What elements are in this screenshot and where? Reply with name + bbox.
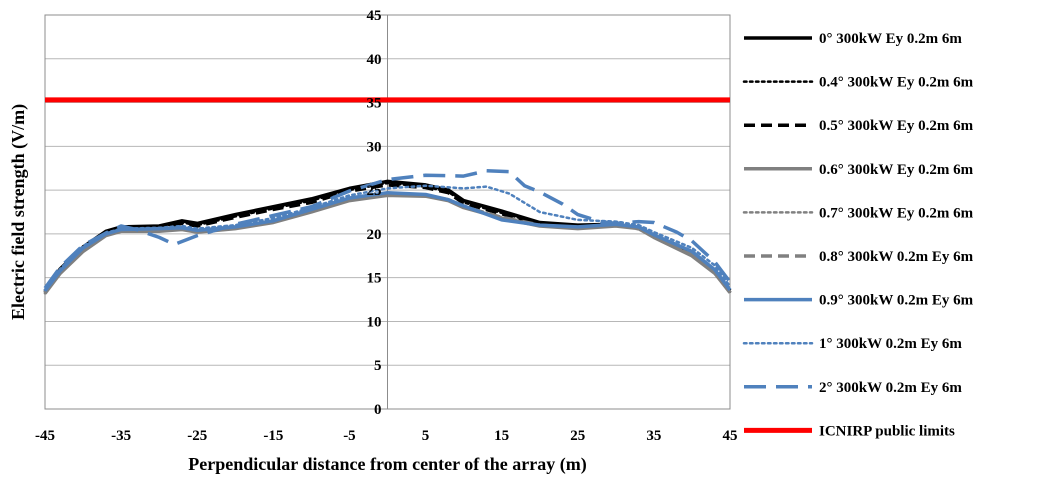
y-tick-label: 10 xyxy=(367,314,382,330)
y-tick-label: 35 xyxy=(367,96,382,112)
plot-area xyxy=(44,14,731,410)
y-tick-label: 0 xyxy=(374,402,382,418)
x-tick-label: 25 xyxy=(570,428,585,444)
x-tick-label: -35 xyxy=(111,428,131,444)
legend-label-9: 2° 300kW 0.2m Ey 6m xyxy=(819,380,962,396)
x-tick-label: -5 xyxy=(343,428,356,444)
x-tick-label: 15 xyxy=(494,428,509,444)
y-tick-label: 5 xyxy=(374,358,382,374)
legend-label-2: 0.4° 300kW Ey 0.2m 6m xyxy=(819,75,974,91)
y-tick-label: 15 xyxy=(367,271,382,287)
y-tick-label: 40 xyxy=(367,52,382,68)
legend-label-8: 1° 300kW 0.2m Ey 6m xyxy=(819,336,962,352)
x-tick-label: -15 xyxy=(263,428,283,444)
legend-label-7: 0.9° 300kW 0.2m Ey 6m xyxy=(819,293,974,309)
y-tick-label: 45 xyxy=(367,8,382,24)
tick-labels: 0 5 10 15 20 25 30 35 40 45 -45 -35 -25 -15 -5 5 15 25 35 4… xyxy=(35,8,738,444)
legend-label-5: 0.7° 300kW Ey 0.2m 6m xyxy=(819,205,974,221)
legend-label-3: 0.5° 300kW Ey 0.2m 6m xyxy=(819,118,974,134)
series-line-8 xyxy=(43,184,732,292)
x-tick-label: 5 xyxy=(422,428,430,444)
y-tick-label: 30 xyxy=(367,139,382,155)
x-tick-label: -45 xyxy=(35,428,55,444)
legend-label-4: 0.6° 300kW Ey 0.2m 6m xyxy=(819,162,974,178)
y-tick-label: 25 xyxy=(367,183,382,199)
x-axis-title: Perpendicular distance from center of th… xyxy=(188,454,586,475)
x-tick-label: 35 xyxy=(646,428,661,444)
y-axis-title: Electric field strength (V/m) xyxy=(8,104,29,320)
legend-label-10: ICNIRP public limits xyxy=(819,423,955,439)
y-tick-label: 20 xyxy=(367,227,382,243)
legend-label-6: 0.8° 300kW 0.2m Ey 6m xyxy=(819,249,974,265)
series-line-9 xyxy=(43,169,732,290)
x-tick-label: -25 xyxy=(187,428,207,444)
legend: 0° 300kW Ey 0.2m 6m 0.4° 300kW Ey 0.2m 6m… xyxy=(742,31,974,439)
legend-label-1: 0° 300kW Ey 0.2m 6m xyxy=(819,31,962,47)
series-lines xyxy=(43,97,732,295)
x-tick-label: 45 xyxy=(723,428,738,444)
series-line-7 xyxy=(43,190,732,292)
